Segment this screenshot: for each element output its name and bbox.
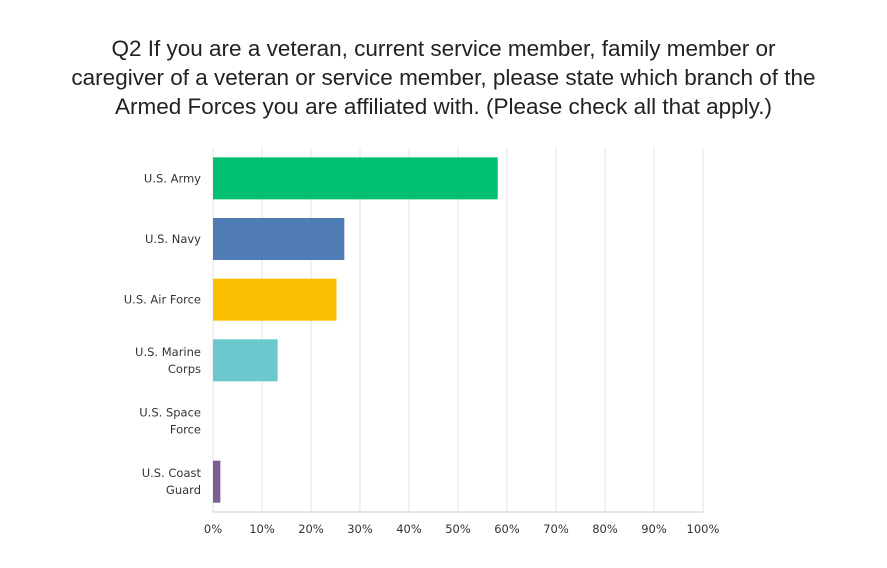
bar — [213, 218, 345, 260]
chart-title-line-2: caregiver of a veteran or service member… — [71, 65, 816, 90]
x-tick-label: 50% — [445, 522, 471, 536]
category-label: U.S. Space — [139, 406, 201, 420]
x-tick-label: 0% — [204, 522, 222, 536]
bar — [213, 460, 221, 503]
x-tick-label: 40% — [396, 522, 422, 536]
bar — [213, 339, 278, 382]
chart-title-line-1: Q2 If you are a veteran, current service… — [111, 36, 776, 61]
category-label: Corps — [168, 362, 201, 376]
x-tick-label: 80% — [592, 522, 618, 536]
category-label: U.S. Army — [144, 171, 201, 185]
x-tick-label: 10% — [249, 522, 275, 536]
bar — [213, 157, 498, 200]
x-tick-label: 70% — [543, 522, 569, 536]
x-tick-label: 90% — [641, 522, 667, 536]
category-labels: U.S. Army U.S. Navy U.S. Air Force U.S. Mar… — [124, 171, 202, 497]
chart-title: Q2 If you are a veteran, current service… — [10, 34, 877, 121]
x-tick-label: 30% — [347, 522, 373, 536]
gridlines — [212, 148, 704, 512]
x-tick-label: 100% — [687, 522, 720, 536]
category-label: U.S. Air Force — [124, 293, 201, 307]
category-label: Force — [170, 423, 201, 437]
x-tick-label: 20% — [298, 522, 324, 536]
category-label: U.S. Navy — [145, 232, 201, 246]
bar — [213, 278, 337, 321]
category-label: U.S. Coast — [142, 466, 202, 480]
category-label: Guard — [166, 483, 201, 497]
chart-title-line-3: Armed Forces you are affiliated with. (P… — [115, 94, 772, 119]
bars — [213, 157, 498, 503]
x-tick-label: 60% — [494, 522, 520, 536]
x-axis: 0% 10% 20% 30% 40% 50% 60% 70% 80% 90% 100% — [204, 511, 720, 536]
category-label: U.S. Marine — [135, 345, 201, 359]
